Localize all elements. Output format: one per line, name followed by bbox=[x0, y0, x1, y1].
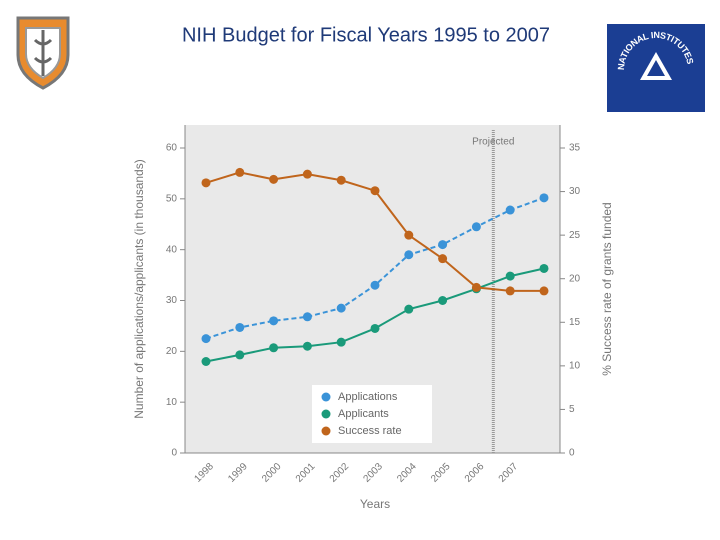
y2-tick-label: 20 bbox=[569, 273, 581, 284]
x-tick-label: 2005 bbox=[429, 461, 453, 485]
data-point bbox=[438, 254, 448, 264]
data-point bbox=[302, 341, 312, 351]
y-tick-label: 0 bbox=[171, 448, 177, 459]
data-point bbox=[201, 178, 211, 188]
data-point bbox=[404, 230, 414, 240]
x-tick-label: 2001 bbox=[294, 461, 318, 485]
y2-tick-label: 35 bbox=[569, 143, 581, 154]
x-tick-label: 2007 bbox=[497, 461, 521, 485]
data-point bbox=[370, 323, 380, 333]
left-logo bbox=[16, 16, 70, 90]
legend-label: Applicants bbox=[338, 408, 389, 420]
data-point bbox=[404, 304, 414, 314]
y-tick-label: 30 bbox=[166, 295, 178, 306]
y2-tick-label: 0 bbox=[569, 448, 575, 459]
x-tick-label: 1999 bbox=[226, 461, 250, 485]
x-tick-label: 2004 bbox=[395, 461, 419, 485]
data-point bbox=[235, 350, 245, 360]
data-point bbox=[404, 250, 414, 260]
legend-swatch bbox=[321, 392, 331, 402]
y2-tick-label: 25 bbox=[569, 230, 581, 241]
x-tick-label: 2003 bbox=[361, 461, 385, 485]
data-point bbox=[370, 280, 380, 290]
data-point bbox=[336, 303, 346, 313]
data-point bbox=[336, 337, 346, 347]
y-tick-label: 50 bbox=[166, 193, 178, 204]
data-point bbox=[471, 222, 481, 232]
data-point bbox=[539, 286, 549, 296]
data-point bbox=[235, 167, 245, 177]
y2-tick-label: 15 bbox=[569, 317, 581, 328]
y2-tick-label: 30 bbox=[569, 186, 581, 197]
x-tick-label: 2002 bbox=[328, 461, 352, 485]
data-point bbox=[539, 263, 549, 273]
y2-tick-label: 5 bbox=[569, 404, 575, 415]
data-point bbox=[201, 357, 211, 366]
data-point bbox=[438, 296, 448, 305]
y-tick-label: 60 bbox=[166, 143, 178, 154]
y-tick-label: 40 bbox=[166, 244, 178, 255]
legend-box bbox=[312, 385, 432, 443]
y2-axis-title: % Success rate of grants funded bbox=[600, 202, 614, 375]
data-point bbox=[235, 322, 245, 332]
data-point bbox=[302, 169, 312, 179]
slide-title: NIH Budget for Fiscal Years 1995 to 2007 bbox=[182, 24, 550, 46]
y-tick-label: 10 bbox=[166, 397, 178, 408]
data-point bbox=[505, 205, 515, 215]
data-point bbox=[269, 174, 279, 184]
legend-label: Success rate bbox=[338, 425, 402, 437]
data-point bbox=[370, 186, 380, 196]
data-point bbox=[539, 193, 549, 203]
projected-label: Projected bbox=[472, 137, 514, 148]
data-point bbox=[336, 175, 346, 185]
y-axis-title: Number of applications/applicants (in th… bbox=[132, 159, 146, 418]
data-point bbox=[269, 316, 279, 326]
x-tick-label: 1998 bbox=[192, 461, 216, 485]
nih-logo: NATIONAL INSTITUTES OF HEALTH bbox=[0, 0, 705, 112]
data-point bbox=[505, 286, 515, 296]
data-point bbox=[438, 240, 448, 250]
y-tick-label: 20 bbox=[166, 346, 178, 357]
data-point bbox=[201, 334, 211, 344]
legend-swatch bbox=[321, 409, 331, 419]
x-tick-label: 2006 bbox=[463, 461, 487, 485]
data-point bbox=[302, 312, 312, 322]
legend-label: Applications bbox=[338, 391, 398, 403]
x-tick-label: 2000 bbox=[260, 461, 284, 485]
legend-swatch bbox=[321, 426, 331, 436]
y2-tick-label: 10 bbox=[569, 360, 581, 371]
data-point bbox=[471, 282, 481, 292]
x-axis-title: Years bbox=[360, 497, 390, 511]
data-point bbox=[269, 343, 279, 353]
data-point bbox=[505, 271, 515, 281]
